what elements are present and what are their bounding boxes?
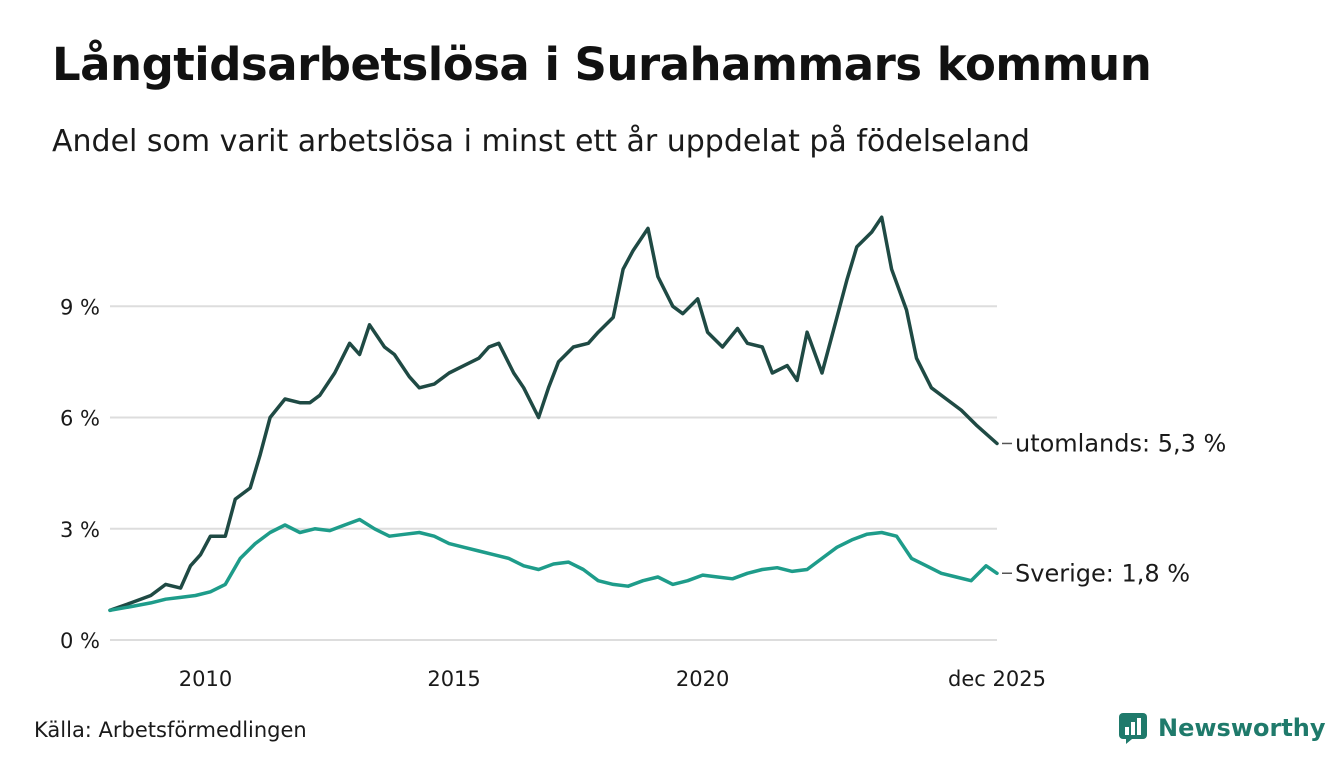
x-tick-label: dec 2025 xyxy=(948,667,1046,691)
newsworthy-logo-icon xyxy=(1119,713,1147,744)
brand-logo: Newsworthy xyxy=(1118,712,1326,744)
y-tick-label: 6 % xyxy=(60,407,100,431)
brand-name: Newsworthy xyxy=(1158,714,1326,742)
x-tick-label: 2010 xyxy=(179,667,232,691)
chart-subtitle: Andel som varit arbetslösa i minst ett å… xyxy=(52,124,1030,159)
end-label-sverige: Sverige: 1,8 % xyxy=(1015,559,1190,587)
x-tick-label: 2015 xyxy=(427,667,480,691)
end-label-utomlands: utomlands: 5,3 % xyxy=(1015,429,1226,457)
line-chart: 0 % 3 % 6 % 9 % 2010 2015 2020 dec 2025 utomland… xyxy=(60,215,1226,691)
series-line-utomlands xyxy=(108,215,999,613)
y-tick-label: 3 % xyxy=(60,518,100,542)
chart-title: Långtidsarbetslösa i Surahammars kommun xyxy=(52,38,1152,91)
y-tick-label: 0 % xyxy=(60,629,100,653)
source-note: Källa: Arbetsförmedlingen xyxy=(34,718,307,742)
series-line-sverige xyxy=(108,517,999,613)
x-tick-label: 2020 xyxy=(676,667,729,691)
y-tick-label: 9 % xyxy=(60,295,100,319)
